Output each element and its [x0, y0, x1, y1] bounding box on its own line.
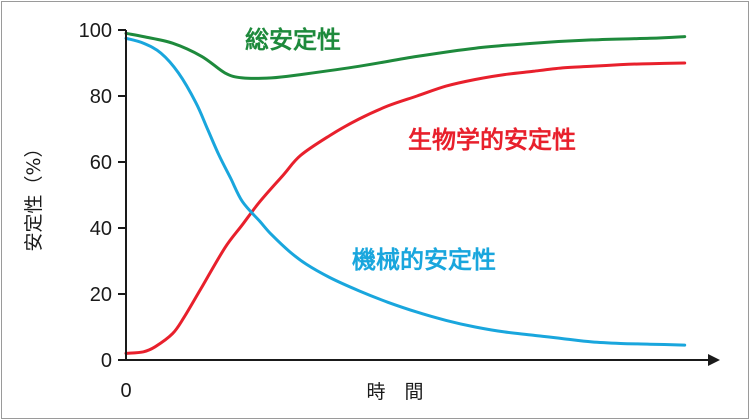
series-label-total: 総安定性	[245, 26, 341, 54]
series-line-total-stability	[124, 31, 687, 80]
series-layer	[124, 31, 687, 355]
series-label-mechanical: 機械的安定性	[352, 246, 496, 274]
y-tick-label: 100	[79, 20, 112, 42]
y-tick-label: 80	[90, 86, 112, 108]
x-tick-label: 0	[120, 380, 131, 402]
y-tick-label: 20	[90, 284, 112, 306]
series-line-biological-stability	[124, 61, 687, 355]
x-axis-title: 時 間	[366, 381, 423, 403]
x-ticks: 0	[120, 380, 131, 402]
y-tick-label: 40	[90, 218, 112, 240]
y-ticks: 0 20 40 60 80 100	[79, 20, 126, 372]
series-label-biological: 生物学的安定性	[408, 126, 576, 154]
series-labels: 総安定性 生物学的安定性 機械的安定性	[245, 26, 576, 274]
y-tick-label: 60	[90, 152, 112, 174]
series-line-mechanical-stability	[124, 36, 687, 347]
y-axis-title: 安定性（%）	[23, 138, 45, 251]
y-tick-label: 0	[101, 350, 112, 372]
